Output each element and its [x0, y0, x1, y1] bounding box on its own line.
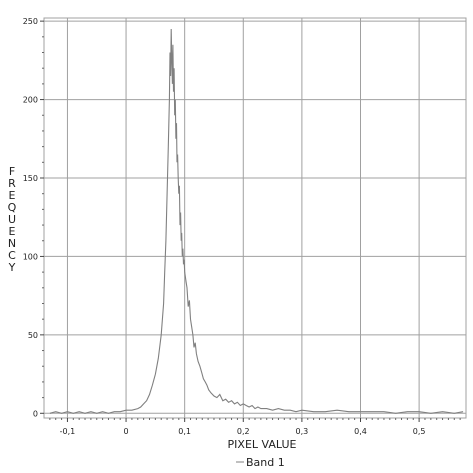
legend-label-band-1: Band 1 — [246, 456, 285, 469]
x-tick-label: 0,3 — [296, 427, 309, 436]
x-axis-title: PIXEL VALUE — [228, 438, 297, 451]
y-tick-label: 0 — [33, 409, 38, 418]
y-tick-label: 250 — [23, 17, 38, 26]
x-tick-label: 0,2 — [237, 427, 250, 436]
y-axis-title-letter: R — [8, 177, 16, 190]
y-axis-title-letter: E — [9, 189, 16, 202]
y-tick-label: 150 — [23, 174, 38, 183]
y-axis-title-letter: F — [9, 165, 15, 178]
series-band-1 — [49, 28, 464, 414]
y-axis: 0 50 100 150 200 250 — [23, 17, 44, 418]
y-axis-title-letter: N — [8, 237, 16, 250]
plot-area-frame — [43, 17, 467, 419]
y-axis-title-letter: U — [8, 213, 16, 226]
x-axis: -0,1 0 0,1 0,2 0,3 0,4 0,5 — [49, 418, 461, 436]
x-tick-label: 0,5 — [413, 427, 426, 436]
x-tick-label: -0,1 — [60, 427, 76, 436]
y-axis-title-letter: Y — [8, 261, 16, 274]
y-tick-label: 50 — [28, 331, 38, 340]
y-tick-label: 200 — [23, 96, 38, 105]
x-tick-label: 0,1 — [178, 427, 191, 436]
x-tick-label: 0 — [124, 427, 129, 436]
y-axis-title-letter: C — [8, 249, 16, 262]
y-axis-title-letter: Q — [8, 201, 17, 214]
legend: Band 1 — [236, 456, 285, 469]
y-tick-label: 100 — [23, 252, 38, 261]
grid-lines — [44, 18, 466, 418]
y-axis-title-letter: E — [9, 225, 16, 238]
series-line — [49, 28, 464, 414]
x-tick-label: 0,4 — [354, 427, 367, 436]
